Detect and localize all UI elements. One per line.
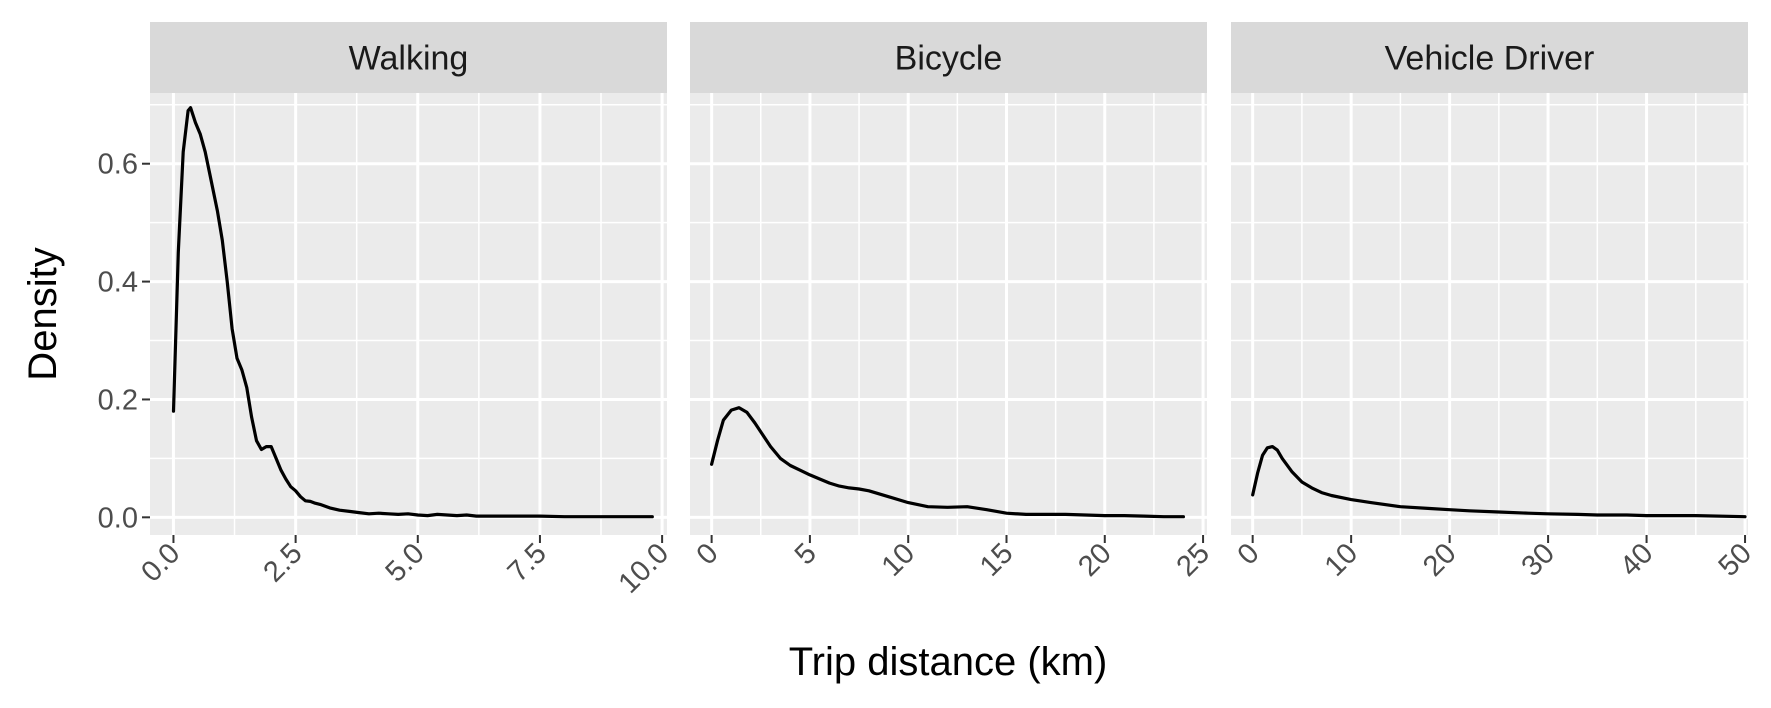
density-line bbox=[1251, 445, 1747, 519]
x-tick-label: 30 bbox=[1516, 537, 1561, 582]
facet-panels: Walking 0.0 2.5 5.0 7.5 10.0 0.0 0.2 0.4 0.6 Bicyc… bbox=[98, 22, 1758, 600]
x-tick-label: 15 bbox=[974, 537, 1019, 582]
x-tick-label: 5 bbox=[789, 537, 823, 571]
facet-vehicle-driver: Vehicle Driver 0 10 20 30 40 50 bbox=[1231, 22, 1758, 583]
x-tick-label: 10 bbox=[1319, 537, 1364, 582]
x-tick-label: 5.0 bbox=[380, 537, 431, 588]
x-tick-label: 50 bbox=[1713, 537, 1758, 582]
x-tick-label: 40 bbox=[1614, 537, 1659, 582]
y-tick-label: 0.6 bbox=[98, 149, 138, 181]
x-tick-label: 20 bbox=[1072, 537, 1117, 582]
facet-strip bbox=[690, 22, 1207, 93]
y-tick-label: 0.2 bbox=[98, 384, 138, 416]
x-tick-label: 7.5 bbox=[502, 537, 553, 588]
facet-title: Walking bbox=[349, 40, 469, 78]
density-line bbox=[171, 106, 654, 519]
y-tick-label: 0.4 bbox=[98, 267, 138, 299]
x-tick-label: 0.0 bbox=[135, 537, 186, 588]
x-tick-label: 10 bbox=[876, 537, 921, 582]
facet-strip bbox=[150, 22, 667, 93]
x-tick-label: 20 bbox=[1417, 537, 1462, 582]
panel-background bbox=[150, 93, 667, 535]
x-axis-title: Trip distance (km) bbox=[789, 640, 1108, 684]
y-axis-title: Density bbox=[21, 247, 65, 380]
facet-strip bbox=[1231, 22, 1748, 93]
x-tick-label: 25 bbox=[1171, 537, 1216, 582]
panel-background bbox=[1231, 93, 1748, 535]
facet-walking: Walking 0.0 2.5 5.0 7.5 10.0 0.0 0.2 0.4 0.6 bbox=[98, 22, 675, 600]
panel-background bbox=[690, 93, 1207, 535]
x-tick-label: 10.0 bbox=[613, 537, 676, 600]
facet-title: Bicycle bbox=[895, 40, 1003, 78]
x-tick-label: 2.5 bbox=[257, 537, 308, 588]
facet-bicycle: Bicycle 0 5 10 15 20 25 bbox=[690, 22, 1216, 583]
x-tick-label: 0 bbox=[691, 537, 725, 571]
density-line bbox=[710, 406, 1185, 519]
x-tick-label: 0 bbox=[1232, 537, 1266, 571]
facet-title: Vehicle Driver bbox=[1385, 40, 1595, 78]
y-tick-label: 0.0 bbox=[98, 502, 138, 534]
